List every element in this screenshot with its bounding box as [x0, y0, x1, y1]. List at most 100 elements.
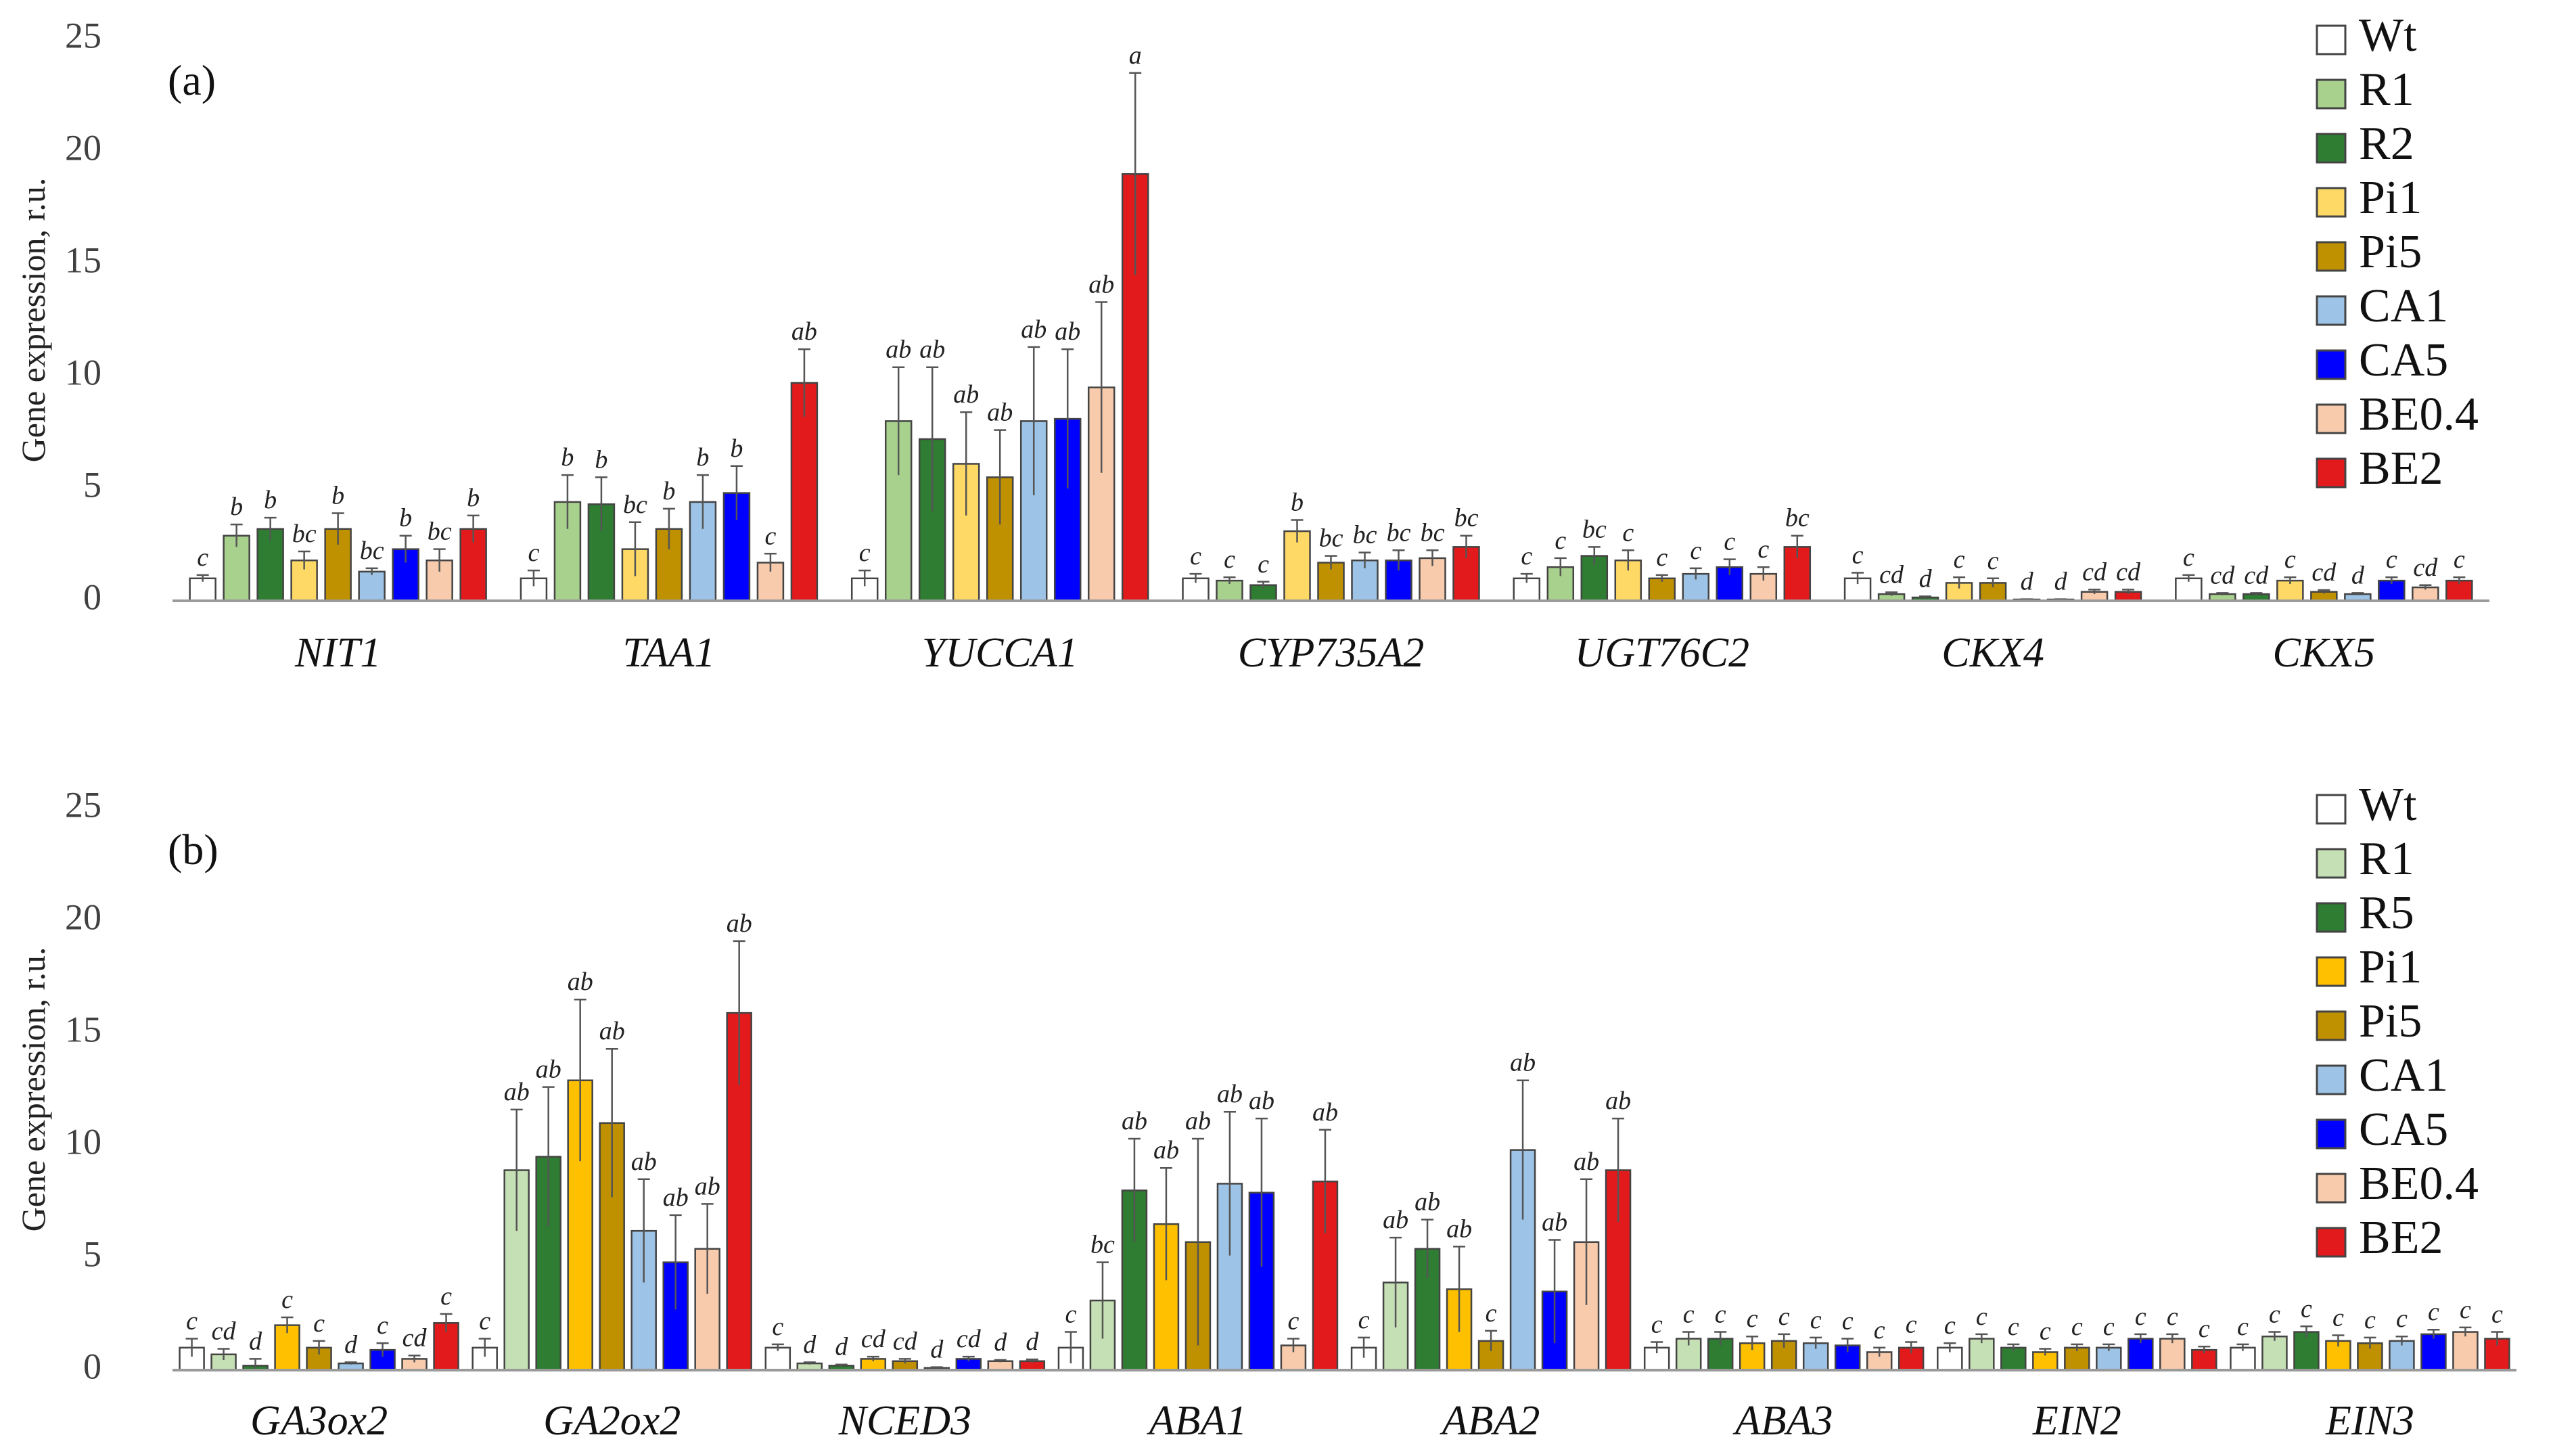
panel-b-ytick-25: 25	[65, 784, 101, 825]
panel-b: 0 5 10 15 20 25 Gene expression, r.u. (b…	[14, 779, 2516, 1444]
legend-swatch-be2	[2316, 457, 2347, 489]
legend-label-r1: R1	[2359, 64, 2414, 116]
legend-swatch-ca5	[2316, 349, 2347, 380]
category-label-cyp735a2: CYP735A2	[1238, 630, 1425, 676]
significance-letter: c	[1190, 542, 1201, 570]
significance-letter: d	[2021, 568, 2034, 596]
panel-b-ytick-15: 15	[65, 1009, 101, 1049]
significance-letter: c	[1757, 535, 1769, 564]
significance-letter: c	[1954, 545, 1965, 574]
significance-letter: c	[772, 1313, 783, 1341]
significance-letter: c	[764, 522, 776, 550]
significance-letter: c	[2167, 1302, 2178, 1331]
category-label-yucca1: YUCCA1	[922, 630, 1078, 676]
significance-letter: ab	[1605, 1087, 1631, 1115]
significance-letter: b	[230, 493, 243, 521]
significance-letter: ab	[953, 380, 979, 409]
significance-letter: cd	[2210, 561, 2235, 589]
bar-ein3-r1	[2261, 1335, 2288, 1371]
significance-letter: ab	[1153, 1136, 1179, 1164]
significance-letter: c	[2135, 1302, 2146, 1331]
legend-swatch-ca5	[2316, 1118, 2347, 1150]
significance-letter: c	[2269, 1300, 2280, 1329]
panel-b-ytick-0: 0	[83, 1346, 101, 1386]
significance-letter: bc	[623, 491, 647, 519]
bar-ein2-be0_4	[2159, 1338, 2186, 1371]
panel-b-ytick-10: 10	[65, 1121, 101, 1162]
significance-letter: ab	[1383, 1206, 1408, 1234]
bar-ein2-wt	[1937, 1346, 1963, 1371]
category-label-aba3: ABA3	[1732, 1398, 1833, 1444]
category-label-ugt76c2: UGT76C2	[1575, 630, 1749, 676]
panel-a-ytick-5: 5	[83, 464, 101, 505]
significance-letter: c	[2071, 1313, 2083, 1341]
significance-letter: cd	[402, 1323, 428, 1352]
significance-letter: c	[1874, 1316, 1885, 1344]
legend-label-wt: Wt	[2359, 9, 2417, 62]
legend-label-pi5: Pi5	[2359, 226, 2422, 278]
panel-b-ytick-20: 20	[65, 897, 101, 937]
panel-a-ytick-0: 0	[83, 576, 101, 617]
significance-letter: c	[440, 1282, 452, 1311]
significance-letter: c	[2396, 1304, 2408, 1333]
significance-letter: ab	[631, 1148, 657, 1176]
significance-letter: d	[994, 1328, 1007, 1357]
legend-label-be0_4: BE0.4	[2359, 1158, 2479, 1210]
significance-letter: d	[249, 1327, 262, 1355]
bar-cyp735a2-pi1	[1283, 530, 1311, 602]
significance-letter: c	[2284, 545, 2296, 574]
significance-letter: cd	[2312, 558, 2337, 587]
bar-aba1-pi1	[1153, 1223, 1180, 1371]
bar-taa1-be2	[790, 382, 819, 602]
panel-a-ytick-15: 15	[65, 240, 101, 280]
significance-letter: c	[1258, 550, 1269, 578]
significance-letter: c	[1555, 526, 1566, 555]
significance-letter: ab	[1414, 1188, 1440, 1217]
category-label-ga3ox2: GA3ox2	[250, 1398, 388, 1444]
significance-letter: b	[730, 434, 743, 463]
significance-letter: ab	[1055, 317, 1080, 346]
significance-letter: cd	[1879, 560, 1904, 589]
significance-letter: d	[344, 1330, 358, 1359]
significance-letter: bc	[428, 518, 452, 546]
legend-label-wt: Wt	[2359, 779, 2417, 831]
legend-swatch-be0_4	[2316, 1173, 2347, 1204]
bar-ein3-ca5	[2420, 1333, 2447, 1371]
significance-letter: d	[2054, 568, 2068, 596]
significance-letter: c	[1065, 1300, 1077, 1329]
significance-letter: d	[1026, 1328, 1039, 1356]
significance-letter: ab	[1021, 315, 1046, 344]
significance-letter: d	[1919, 564, 1933, 593]
significance-letter: d	[930, 1336, 944, 1364]
significance-letter: c	[2040, 1317, 2051, 1345]
legend-label-ca5: CA5	[2359, 334, 2448, 386]
significance-letter: bc	[1353, 521, 1377, 549]
significance-letter: b	[264, 486, 277, 514]
significance-letter: c	[1690, 537, 1701, 565]
significance-letter: bc	[1785, 504, 1810, 532]
significance-letter: c	[2332, 1304, 2344, 1332]
significance-letter: c	[1622, 518, 1634, 547]
significance-letter: b	[331, 482, 344, 510]
significance-letter: ab	[1185, 1107, 1211, 1135]
legend-swatch-pi1	[2316, 187, 2347, 218]
legend-swatch-r2	[2316, 133, 2347, 164]
significance-letter: ab	[791, 317, 817, 346]
significance-letter: bc	[292, 520, 317, 548]
category-label-ein2: EIN2	[2032, 1398, 2121, 1444]
significance-letter: ab	[1510, 1049, 1536, 1077]
legend-swatch-wt	[2316, 24, 2347, 55]
category-label-aba2: ABA2	[1440, 1398, 1540, 1444]
legend-swatch-r1	[2316, 848, 2347, 879]
legend-swatch-pi5	[2316, 241, 2347, 272]
significance-letter: c	[186, 1307, 198, 1336]
significance-letter: ab	[536, 1056, 561, 1084]
legend-swatch-be0_4	[2316, 403, 2347, 434]
significance-letter: ab	[1573, 1148, 1599, 1176]
significance-letter: c	[1778, 1302, 1790, 1331]
significance-letter: b	[561, 443, 574, 472]
bar-ein2-ca5	[2128, 1338, 2154, 1371]
legend-label-be2: BE2	[2359, 443, 2443, 495]
legend-label-be2: BE2	[2359, 1212, 2443, 1264]
